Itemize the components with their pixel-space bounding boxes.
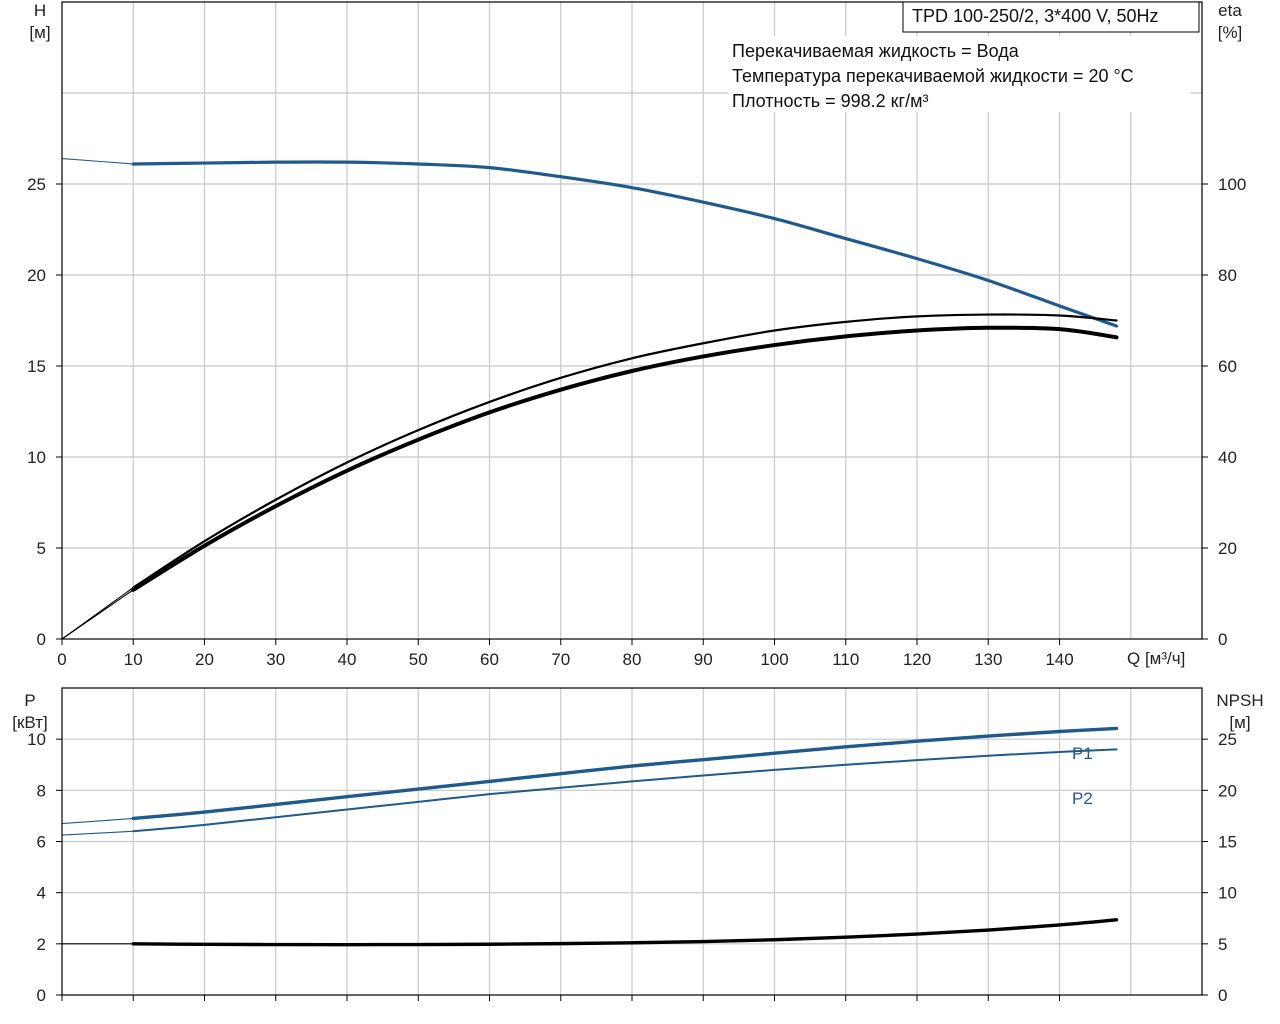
bottom-right-tick-label-20: 20	[1218, 781, 1237, 800]
x-tick-label-130: 130	[974, 650, 1002, 669]
series-label-p2: P2	[1072, 789, 1093, 808]
bottom-left-tick-label-6: 6	[37, 833, 46, 852]
info-density: Плотность = 998.2 кг/м³	[732, 91, 928, 111]
x-tick-label-90: 90	[694, 650, 713, 669]
x-tick-label-110: 110	[832, 650, 859, 669]
model-title: TPD 100-250/2, 3*400 V, 50Hz	[912, 6, 1159, 26]
bottom-right-tick-label-10: 10	[1218, 884, 1237, 903]
top-right-tick-label-20: 20	[1218, 539, 1237, 558]
bottom-series-P1	[131, 726, 1119, 821]
top-left-tick-label-10: 10	[27, 448, 46, 467]
x-tick-label-10: 10	[124, 650, 143, 669]
top-right-tick-label-40: 40	[1218, 448, 1237, 467]
series-label-p1: P1	[1072, 744, 1093, 763]
top-right-tick-label-80: 80	[1218, 266, 1237, 285]
model-title-box	[902, 1, 1200, 33]
bottom-right-tick-label-25: 25	[1218, 730, 1237, 749]
top-left-axis-label-line1: H	[34, 1, 46, 20]
x-axis-label: Q [м³/ч]	[1127, 649, 1185, 668]
bottom-right-tick-label-5: 5	[1218, 935, 1227, 954]
x-tick-label-50: 50	[409, 650, 428, 669]
top-left-tick-label-15: 15	[27, 357, 46, 376]
top-left-tick-label-0: 0	[37, 630, 46, 649]
info-temperature: Температура перекачиваемой жидкости = 20…	[732, 66, 1134, 86]
x-tick-label-70: 70	[551, 650, 570, 669]
bottom-right-axis-label-line1: NPSH	[1216, 691, 1263, 710]
bottom-left-tick-label-8: 8	[37, 781, 46, 800]
top-series-head-extension	[61, 157, 134, 165]
top-right-tick-label-60: 60	[1218, 357, 1237, 376]
top-series-eta2-extension	[61, 587, 134, 640]
bottom-series-npsh	[131, 918, 1119, 947]
top-right-tick-label-100: 100	[1218, 175, 1246, 194]
grid-layer	[62, 2, 1202, 995]
x-tick-label-40: 40	[338, 650, 357, 669]
bottom-series-P2-extension	[61, 830, 134, 836]
bottom-series-P1-extension	[61, 817, 134, 825]
bottom-right-tick-label-15: 15	[1218, 833, 1237, 852]
x-tick-label-80: 80	[623, 650, 642, 669]
x-tick-label-30: 30	[266, 650, 285, 669]
x-tick-label-60: 60	[480, 650, 499, 669]
top-right-axis-label-line2: [%]	[1218, 23, 1243, 42]
top-left-tick-label-25: 25	[27, 175, 46, 194]
series-layer	[61, 157, 1119, 947]
x-tick-label-140: 140	[1045, 650, 1073, 669]
top-left-axis-label-line2: [м]	[29, 23, 50, 42]
x-tick-label-20: 20	[195, 650, 214, 669]
top-series-eta	[131, 325, 1119, 592]
bottom-left-tick-label-4: 4	[37, 884, 46, 903]
top-left-tick-label-20: 20	[27, 266, 46, 285]
x-tick-label-120: 120	[903, 650, 931, 669]
info-liquid: Перекачиваемая жидкость = Вода	[732, 41, 1020, 61]
top-series-eta2	[132, 313, 1118, 589]
info-box	[728, 36, 1190, 112]
bottom-series-P2	[132, 748, 1118, 833]
x-tick-label-0: 0	[57, 650, 66, 669]
bottom-left-axis-label-line2: [кВт]	[12, 713, 47, 732]
top-right-axis-label-line1: eta	[1218, 1, 1242, 20]
top-series-head	[131, 160, 1119, 328]
bottom-right-axis-label-line2: [м]	[1229, 713, 1250, 732]
bottom-left-tick-label-0: 0	[37, 986, 46, 1005]
top-right-tick-label-0: 0	[1218, 630, 1227, 649]
x-tick-label-100: 100	[760, 650, 788, 669]
top-left-tick-label-5: 5	[37, 539, 46, 558]
bottom-left-axis-label-line1: P	[24, 691, 35, 710]
bottom-right-tick-label-0: 0	[1218, 986, 1227, 1005]
bottom-left-tick-label-10: 10	[27, 730, 46, 749]
bottom-left-tick-label-2: 2	[37, 935, 46, 954]
